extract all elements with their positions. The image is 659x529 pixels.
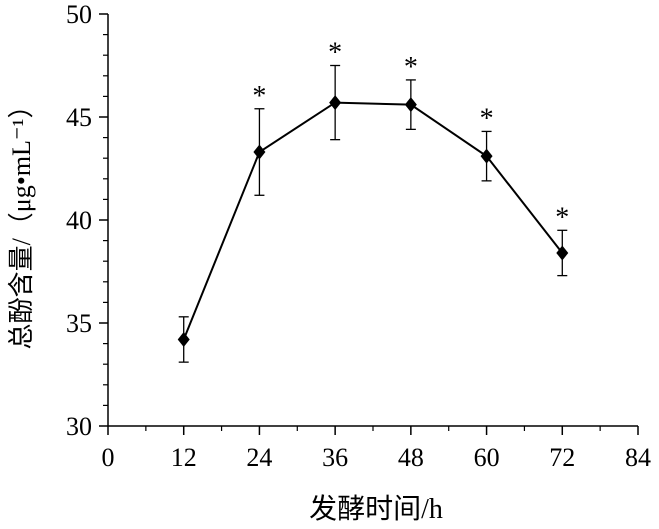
y-tick-label: 40 xyxy=(66,206,92,235)
data-markers xyxy=(177,95,569,347)
data-point xyxy=(480,148,493,164)
x-axis-label: 发酵时间/h xyxy=(309,493,443,525)
data-point xyxy=(253,144,266,160)
x-tick-label: 12 xyxy=(171,443,197,472)
ticks: 0 12 24 36 48 60 72 84 30 35 40 45 50 xyxy=(66,0,651,472)
data-point xyxy=(329,95,342,111)
series-line xyxy=(182,101,564,340)
significance-marks: * * * * * xyxy=(252,38,569,234)
x-tick-label: 0 xyxy=(102,443,115,472)
y-axis-label: 总酚含量/（μg•mL⁻¹） xyxy=(7,93,36,350)
y-tick-label: 50 xyxy=(66,0,92,29)
series-lines xyxy=(182,101,564,340)
data-point xyxy=(404,97,417,113)
significance-mark: * xyxy=(328,38,342,69)
x-tick-label: 36 xyxy=(322,443,348,472)
x-tick-label: 60 xyxy=(474,443,500,472)
data-point xyxy=(177,331,190,347)
x-tick-label: 48 xyxy=(398,443,424,472)
x-tick-label: 24 xyxy=(246,443,272,472)
error-bars xyxy=(178,64,568,363)
y-tick-label: 35 xyxy=(66,309,92,338)
significance-mark: * xyxy=(555,202,569,233)
x-tick-label: 72 xyxy=(549,443,575,472)
y-tick-label: 45 xyxy=(66,103,92,132)
x-tick-label: 84 xyxy=(625,443,651,472)
data-point xyxy=(556,245,569,261)
y-tick-label: 30 xyxy=(66,412,92,441)
significance-mark: * xyxy=(404,52,418,83)
significance-mark: * xyxy=(480,103,494,134)
significance-mark: * xyxy=(252,81,266,112)
